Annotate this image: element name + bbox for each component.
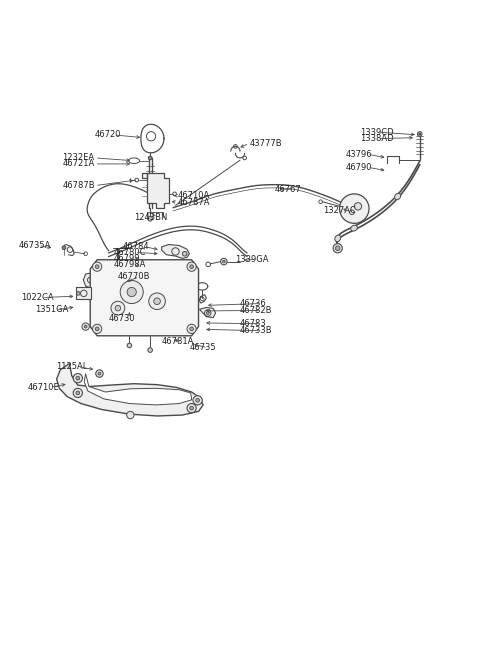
Circle shape xyxy=(96,370,103,377)
Circle shape xyxy=(127,288,136,297)
Text: 46787B: 46787B xyxy=(62,181,95,190)
Text: 46784: 46784 xyxy=(122,242,149,251)
Text: 1243BN: 1243BN xyxy=(134,214,168,222)
Circle shape xyxy=(187,324,196,333)
Circle shape xyxy=(73,373,83,383)
Circle shape xyxy=(127,411,134,419)
Circle shape xyxy=(354,202,361,210)
Text: 46767: 46767 xyxy=(275,185,301,194)
Circle shape xyxy=(196,398,200,402)
Text: 1339GA: 1339GA xyxy=(235,255,269,264)
Ellipse shape xyxy=(395,193,401,200)
Text: 1327AC: 1327AC xyxy=(323,206,356,215)
Polygon shape xyxy=(142,173,169,208)
Circle shape xyxy=(190,265,193,269)
Text: 1338AD: 1338AD xyxy=(360,134,394,143)
Text: 1351GA: 1351GA xyxy=(35,305,68,314)
Polygon shape xyxy=(200,307,216,318)
Circle shape xyxy=(84,325,87,328)
Text: 46798A: 46798A xyxy=(113,260,145,269)
Circle shape xyxy=(73,388,83,398)
Text: 46710E: 46710E xyxy=(28,383,60,392)
Circle shape xyxy=(419,133,420,135)
Circle shape xyxy=(187,262,196,271)
Circle shape xyxy=(96,327,99,331)
Circle shape xyxy=(154,298,160,305)
Text: 46710A: 46710A xyxy=(178,191,210,200)
Text: 43796: 43796 xyxy=(346,150,372,159)
Text: 46782B: 46782B xyxy=(240,306,273,315)
Circle shape xyxy=(223,260,225,263)
Circle shape xyxy=(76,377,80,380)
Polygon shape xyxy=(84,273,95,288)
Text: 43777B: 43777B xyxy=(249,139,282,147)
Circle shape xyxy=(98,372,101,375)
Circle shape xyxy=(115,305,120,311)
Text: 1232EA: 1232EA xyxy=(62,153,95,162)
Ellipse shape xyxy=(351,225,358,231)
Polygon shape xyxy=(84,373,192,405)
Bar xyxy=(76,288,91,299)
Polygon shape xyxy=(57,364,203,416)
Text: 46735A: 46735A xyxy=(19,241,51,250)
Circle shape xyxy=(193,396,202,405)
Circle shape xyxy=(127,343,132,348)
Text: 46790: 46790 xyxy=(346,162,372,172)
Circle shape xyxy=(333,244,342,253)
Text: 46736: 46736 xyxy=(240,299,267,308)
Text: 46780C: 46780C xyxy=(113,248,146,257)
Text: 1125AL: 1125AL xyxy=(56,362,87,371)
Text: 1339CD: 1339CD xyxy=(360,128,394,137)
Circle shape xyxy=(62,246,66,250)
Circle shape xyxy=(336,246,340,251)
Circle shape xyxy=(149,293,165,310)
Circle shape xyxy=(96,265,99,269)
Circle shape xyxy=(190,327,193,331)
Circle shape xyxy=(93,324,102,333)
Circle shape xyxy=(148,156,152,160)
Circle shape xyxy=(190,406,193,410)
Text: 46770B: 46770B xyxy=(118,272,150,281)
Text: 46733B: 46733B xyxy=(240,326,273,335)
Circle shape xyxy=(120,280,143,303)
Circle shape xyxy=(339,194,369,223)
Text: 46799: 46799 xyxy=(113,254,140,263)
Circle shape xyxy=(182,252,187,256)
Circle shape xyxy=(93,262,102,271)
Polygon shape xyxy=(90,260,199,336)
Text: 46783: 46783 xyxy=(240,320,267,328)
Circle shape xyxy=(82,323,89,330)
Text: 46730: 46730 xyxy=(108,314,135,323)
Text: 46781A: 46781A xyxy=(162,337,194,346)
Text: 46787A: 46787A xyxy=(178,198,210,207)
Circle shape xyxy=(148,348,153,352)
Circle shape xyxy=(149,274,152,277)
Circle shape xyxy=(149,269,152,271)
Circle shape xyxy=(148,216,153,221)
Circle shape xyxy=(206,312,209,314)
Text: 46720: 46720 xyxy=(95,130,121,140)
Polygon shape xyxy=(162,244,189,258)
Text: 1022CA: 1022CA xyxy=(21,293,54,302)
Circle shape xyxy=(187,403,196,413)
Text: 46721A: 46721A xyxy=(62,159,95,168)
Text: 46735: 46735 xyxy=(189,343,216,352)
Circle shape xyxy=(111,301,125,315)
Circle shape xyxy=(418,132,422,136)
Ellipse shape xyxy=(335,235,341,242)
Circle shape xyxy=(76,291,80,295)
Circle shape xyxy=(76,391,80,395)
